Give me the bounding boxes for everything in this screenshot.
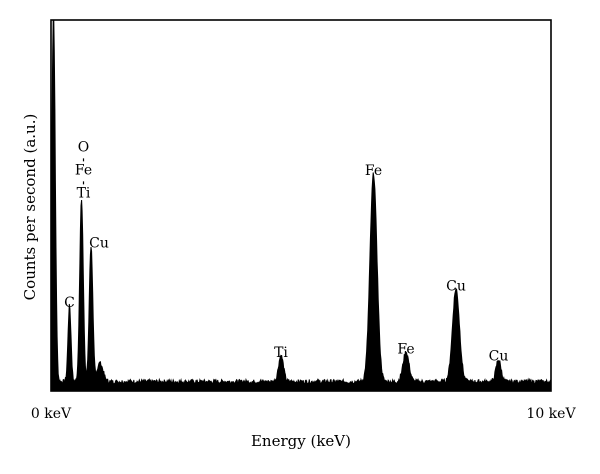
peak-label-cu-3: Cu	[89, 236, 109, 252]
peak-label-ti-stack: Ti	[77, 185, 91, 201]
peak-label-c-1: C	[64, 295, 75, 311]
peak-label-ti-5: Ti	[274, 345, 288, 361]
x-axis-title: Energy (keV)	[251, 432, 351, 450]
peak-label-cu-9: Cu	[489, 349, 509, 365]
peak-label-fe-7: Fe	[397, 341, 414, 357]
x-tick-label-10: 10 keV	[526, 406, 576, 422]
x-tick-label-0: 0 keV	[31, 406, 72, 422]
y-axis-title: Counts per second (a.u.)	[21, 114, 39, 301]
peak-label-fe-stack: Fe	[75, 162, 92, 178]
plot-frame	[50, 19, 552, 392]
peak-label-o-stack: O	[78, 139, 89, 155]
spectrum-trace	[50, 19, 552, 392]
peak-label-cu-8: Cu	[446, 278, 466, 294]
peak-label-fe-6: Fe	[365, 163, 382, 179]
